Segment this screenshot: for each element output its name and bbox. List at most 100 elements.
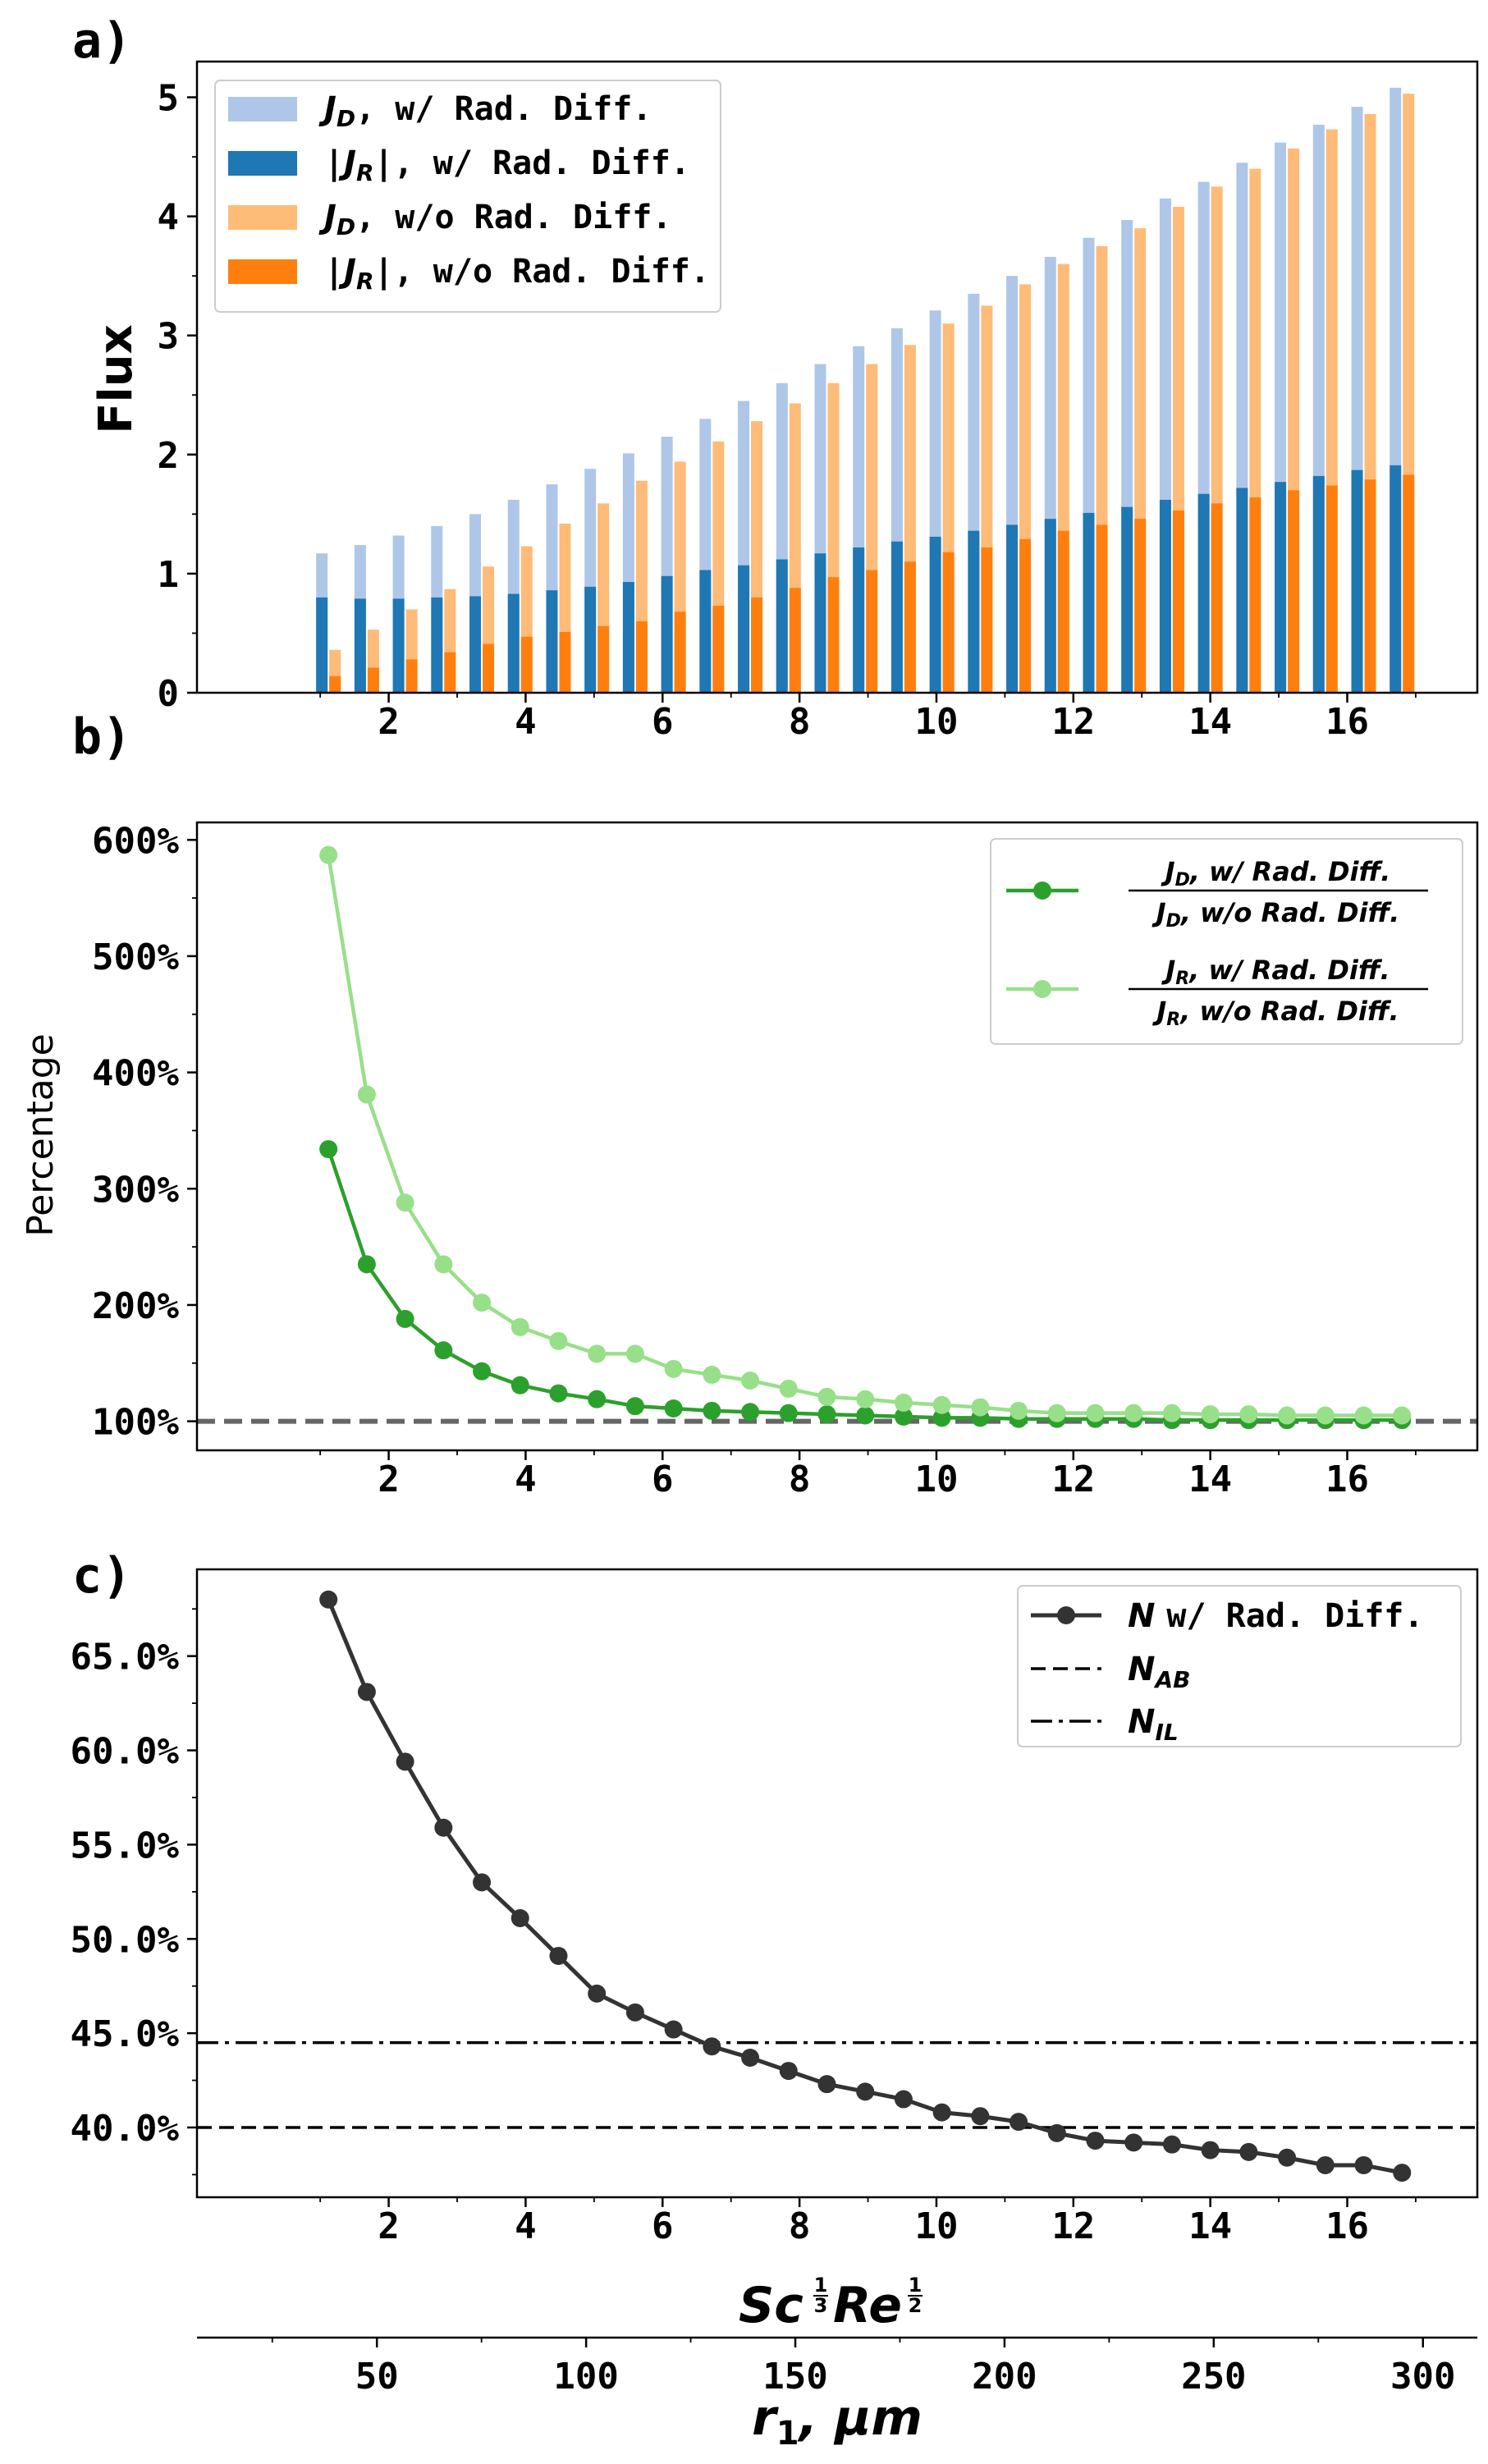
series-point-R [817,1387,836,1406]
series-point-R [1124,1404,1143,1422]
xlabel-sc-exp-num: 1 [814,2274,828,2297]
series-point-D [932,1408,951,1427]
series-point-n [817,2075,836,2094]
panel-b-legend: JD, w/ Rad. Diff. JD, w/o Rad. Diff. JR, w… [990,838,1463,1045]
bar-jr-with [968,530,980,693]
series-point-R [588,1344,607,1363]
bar-jr-with [507,593,520,693]
bar-jr-without [520,636,533,693]
bar-jr-with [1275,482,1287,693]
series-point-D [894,1407,913,1426]
secondary-xtick-label: 100 [553,2356,618,2398]
legend-label: N w/ Rad. Diff. [1128,1597,1423,1635]
series-point-R [1086,1404,1105,1422]
series-point-n [1239,2142,1258,2161]
panel-b-percentage: b) 100%200%300%400%500%600%2 4 6 8 10 12 14 16 … [20,708,1479,1500]
series-point-R [1047,1404,1066,1422]
bar-jr-with [1351,469,1363,693]
series-point-R [510,1317,529,1336]
series-point-R [1162,1404,1181,1422]
panel-c-reference-lines [197,2040,1477,2129]
panel-a-ytick-label: 2 [158,435,180,477]
panel-a-xtick-label: 6 [652,701,674,743]
panel-c-legend-frame [1017,1585,1462,1747]
bar-jr-with [699,570,712,693]
legend-swatch [228,151,297,176]
bar-jr-with [1006,524,1019,693]
panel-a-ytick-label: 4 [158,197,180,239]
bar-jr-without [942,552,955,693]
panel-c-xlabel: Sc 13 Re 12 [739,2274,923,2334]
secondary-xtick-label: 250 [1181,2356,1246,2398]
series-point-R [741,1372,760,1390]
xlabel-re-exp-den: 2 [909,2294,923,2317]
legend-denominator: JR, w/o Rad. Diff. [1151,996,1399,1030]
panel-c-xtick-label: 12 [1051,2205,1095,2247]
bar-jr-with [738,565,750,693]
series-point-D [588,1390,607,1408]
bar-jr-with [392,598,405,693]
panel-c-xtick-label: 10 [914,2205,958,2247]
panel-c-xtick-label: 16 [1325,2205,1369,2247]
panel-a-frame [195,60,1479,694]
panel-a-ytick-label: 5 [158,78,180,120]
panel-a-xtick-label: 14 [1188,701,1232,743]
bar-jr-without [444,652,456,693]
xlabel-sc: Sc [739,2277,804,2334]
series-point-D [396,1309,414,1328]
series-point-n [625,2003,644,2022]
panel-b-xtick-label: 8 [789,1459,811,1500]
legend-swatch [228,205,297,230]
bar-jr-without [751,597,763,693]
panel-b-xtick-label: 12 [1051,1459,1095,1500]
panel-a-legend: JD, w/ Rad. Diff. |JR|, w/ Rad. Diff. JD, … [214,80,721,313]
panel-c-ytick-label: 60.0% [71,1731,180,1773]
panel-a-label: a) [72,12,131,70]
panel-a-ytick-label: 0 [158,673,180,715]
bar-jr-without [904,561,916,693]
secondary-xtick-label: 200 [972,2356,1037,2398]
panel-b-ytick-label: 600% [92,820,179,862]
series-point-n [1047,2123,1066,2142]
panel-c-xtick-label: 8 [789,2205,811,2247]
legend-marker [1033,980,1051,998]
panel-c-xtick-label: 2 [378,2205,400,2247]
panel-c-axes: 40.0% 45.0% 50.0% 55.0% 60.0% 65.0% 2 4 6 8 10 12 14… [71,1568,1479,2247]
series-point-n [1086,2132,1105,2150]
panel-b-xtick-label: 16 [1325,1459,1369,1500]
panel-c-ytick-label: 65.0% [71,1637,180,1679]
bar-jr-with [622,582,634,693]
legend-marker [1033,882,1051,900]
panel-b-xtick-label: 6 [652,1459,674,1500]
bar-jr-without [866,570,878,693]
bar-jr-with [1390,465,1402,693]
panel-c-xtick-label: 4 [515,2205,537,2247]
series-point-R [932,1395,951,1414]
series-point-n [1354,2155,1373,2174]
bar-jr-without [405,659,418,693]
bar-jr-without [367,667,379,693]
secondary-xtick-label: 300 [1390,2356,1455,2398]
series-point-R [549,1331,568,1350]
panel-c-ytick-label: 45.0% [71,2013,180,2055]
panel-a-ytick-label: 1 [158,554,180,596]
series-point-n [741,2049,760,2067]
panel-b-axes: 100% 200% 300% 400% 500% 600% 2 4 6 8 10 12 14 16 [92,820,1479,1500]
bar-jr-without [559,632,571,693]
bar-jr-with [891,541,903,693]
legend-label: JD, w/ Rad. Diff. [318,90,652,132]
bar-jr-without [1325,485,1338,693]
bar-jr-with [1159,499,1171,693]
legend-numerator: JR, w/ Rad. Diff. [1161,955,1390,989]
legend-marker [1057,1606,1075,1624]
bar-jr-with [1312,475,1325,693]
bar-jr-without [1364,479,1376,693]
bar-jr-without [789,588,801,693]
panel-c-lines [319,1590,1412,2182]
series-point-n [971,2107,990,2126]
series-point-D [703,1401,721,1420]
panel-c-label: c) [72,1547,131,1605]
